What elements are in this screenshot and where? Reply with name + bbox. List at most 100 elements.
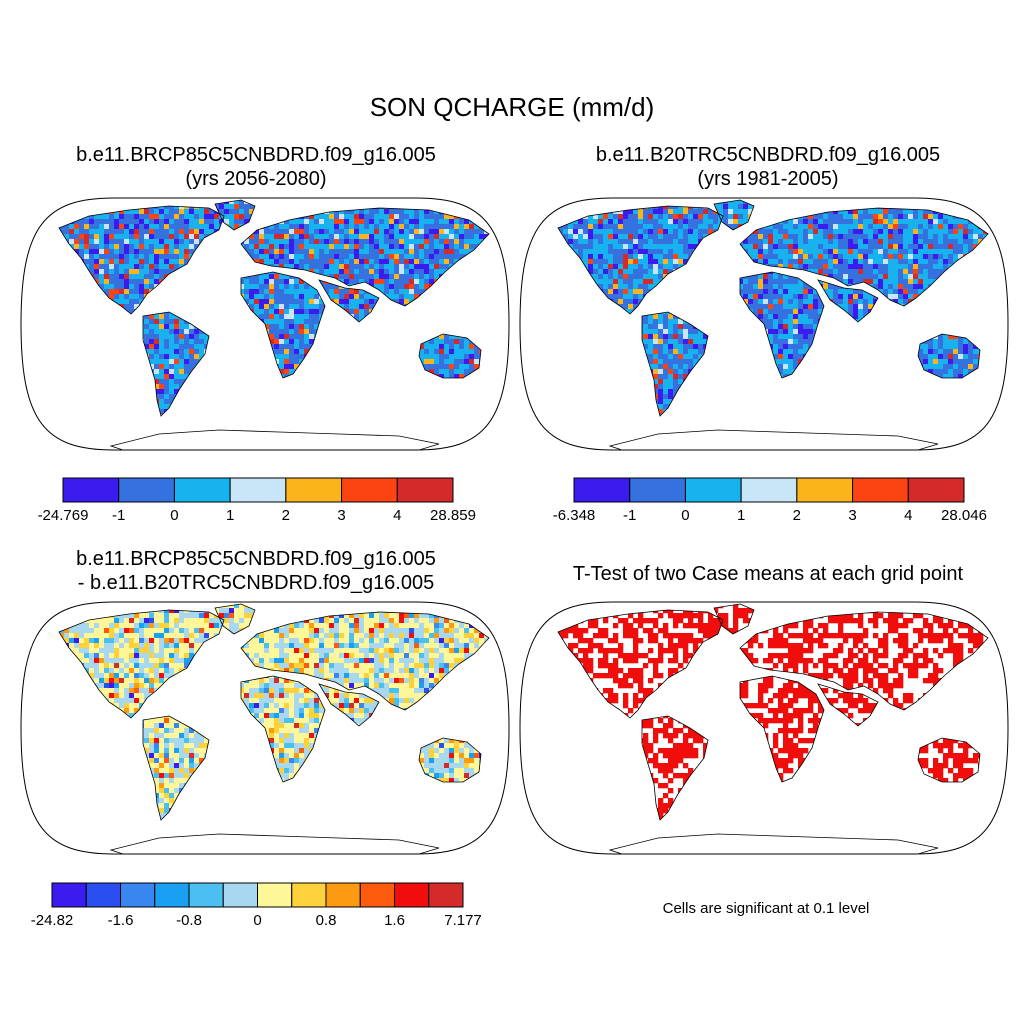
colorbar-tick-label: 4 — [393, 507, 402, 524]
colorbar-swatch — [120, 882, 156, 908]
coastline-africa — [240, 675, 326, 783]
panel-difference-title-line1: b.e11.BRCP85C5CNBDRD.f09_g16.005 — [76, 548, 436, 570]
map-ttest — [519, 601, 1009, 855]
panel-historical-title-line1: b.e11.B20TRC5CNBDRD.f09_g16.005 — [595, 144, 941, 166]
colorbar-historical — [573, 477, 965, 503]
coastline-arabia-india — [318, 683, 380, 727]
coastline-greenland — [713, 603, 755, 635]
colorbar-tick-label: 1 — [736, 507, 746, 524]
colorbar-swatch — [341, 477, 398, 503]
panel-historical-title: b.e11.B20TRC5CNBDRD.f09_g16.005 (yrs 198… — [596, 143, 940, 191]
colorbar-difference — [51, 882, 464, 908]
colorbar-tick-label: 28.046 — [941, 507, 987, 524]
panel-historical-title-line2: (yrs 1981-2005) — [697, 168, 839, 190]
coastline-north-america — [58, 609, 225, 719]
coastline-australia — [917, 737, 981, 783]
colorbar-swatch — [118, 477, 175, 503]
coastline-africa — [739, 675, 825, 783]
map-boundary — [20, 197, 510, 451]
coastline-europe-asia — [240, 611, 490, 711]
colorbar-tick-label: 3 — [337, 507, 346, 524]
colorbar-tick-label: 1.6 — [384, 912, 405, 929]
map-boundary — [519, 197, 1009, 451]
panel-ttest-title: T-Test of two Case means at each grid po… — [572, 563, 964, 585]
colorbar-swatch — [62, 477, 120, 503]
colorbar-tick-label: -1 — [623, 507, 637, 524]
map-difference — [20, 601, 510, 855]
colorbar-swatch — [359, 882, 395, 908]
colorbar-swatch — [796, 477, 854, 503]
coastlines — [58, 199, 490, 450]
map-boundary — [20, 601, 510, 855]
significance-note: Cells are significant at 0.1 level — [662, 900, 870, 917]
panel-difference-title: b.e11.BRCP85C5CNBDRD.f09_g16.005 - b.e11… — [76, 547, 436, 595]
coastlines — [557, 199, 989, 450]
colorbar-tick-label: 3 — [848, 507, 857, 524]
colorbar-swatch — [396, 477, 454, 503]
coastline-australia — [418, 737, 482, 783]
coastline-greenland — [713, 199, 755, 231]
coastline-arabia-india — [318, 279, 380, 323]
colorbar-swatch — [684, 477, 742, 503]
colorbar-tick-label: -6.348 — [552, 507, 596, 524]
panel-difference-title-line2: - b.e11.B20TRC5CNBDRD.f09_g16.005 — [77, 572, 435, 594]
coastline-greenland — [214, 603, 256, 635]
coastline-antarctica — [608, 833, 939, 854]
panel-future-title-line1: b.e11.BRCP85C5CNBDRD.f09_g16.005 — [76, 144, 436, 166]
colorbar-swatch — [629, 477, 686, 503]
coastline-arabia-india — [817, 279, 879, 323]
coastline-antarctica — [109, 429, 440, 450]
coastline-north-america — [557, 609, 724, 719]
colorbar-swatch — [222, 882, 258, 908]
colorbar-tick-label: 7.177 — [444, 912, 482, 929]
colorbar-tick-label: -1.6 — [107, 912, 134, 929]
colorbar-swatch — [573, 477, 631, 503]
coastline-south-america — [142, 715, 210, 821]
colorbar-tick-label: 0 — [681, 507, 690, 524]
colorbar-tick-label: 28.859 — [430, 507, 476, 524]
colorbar-swatch — [229, 477, 287, 503]
coastline-greenland — [214, 199, 256, 231]
colorbar-swatch — [907, 477, 965, 503]
colorbar-swatch — [51, 882, 87, 908]
colorbar-swatch — [154, 882, 190, 908]
coastline-africa — [739, 271, 825, 379]
panel-future-title-line2: (yrs 2056-2080) — [185, 168, 327, 190]
colorbar-future — [62, 477, 454, 503]
map-boundary — [519, 601, 1009, 855]
coastline-antarctica — [109, 833, 440, 854]
colorbar-tick-label: -24.82 — [30, 912, 74, 929]
coastline-arabia-india — [817, 683, 879, 727]
colorbar-swatch — [394, 882, 430, 908]
coastline-south-america — [142, 311, 210, 417]
coastline-europe-asia — [739, 611, 989, 711]
coastline-south-america — [641, 715, 709, 821]
map-historical — [519, 197, 1009, 451]
coastline-north-america — [557, 205, 724, 315]
coastline-australia — [917, 333, 981, 379]
colorbar-tick-label: 2 — [792, 507, 802, 524]
coastline-south-america — [641, 311, 709, 417]
coastline-australia — [418, 333, 482, 379]
panel-future-title: b.e11.BRCP85C5CNBDRD.f09_g16.005 (yrs 20… — [76, 143, 436, 191]
colorbar-tick-label: 4 — [904, 507, 913, 524]
map-future — [20, 197, 510, 451]
coastline-europe-asia — [739, 207, 989, 307]
colorbar-swatch — [428, 882, 464, 908]
colorbar-swatch — [188, 882, 224, 908]
coastline-antarctica — [608, 429, 939, 450]
colorbar-tick-label: -24.769 — [37, 507, 89, 524]
coastlines — [557, 603, 989, 854]
colorbar-swatch — [291, 882, 327, 908]
colorbar-swatch — [285, 477, 343, 503]
colorbar-swatch — [325, 882, 361, 908]
colorbar-swatch — [85, 882, 121, 908]
colorbar-tick-label: 2 — [281, 507, 291, 524]
colorbar-swatch — [257, 882, 293, 908]
coastline-europe-asia — [240, 207, 490, 307]
colorbar-swatch — [740, 477, 798, 503]
colorbar-tick-label: 0.8 — [315, 912, 337, 929]
colorbar-swatch — [173, 477, 231, 503]
coastline-north-america — [58, 205, 225, 315]
figure-title: SON QCHARGE (mm/d) — [369, 92, 655, 122]
